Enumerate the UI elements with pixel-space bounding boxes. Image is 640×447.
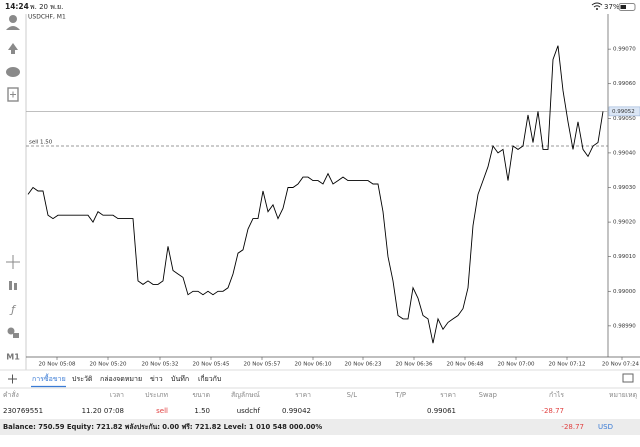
y-tick-label: 0.99070 [613,47,636,53]
x-tick-label: 20 Nov 05:08 [38,362,76,368]
cell: -28.77 [541,407,564,415]
order-label: sell 1.50 [29,139,53,145]
trade-icon[interactable] [8,43,18,54]
indicator-icon[interactable]: ƒ [9,303,17,316]
tab[interactable]: ข่าว [150,375,163,383]
status-time: 14:24 [5,2,29,11]
x-tick-label: 20 Nov 07:12 [548,362,585,368]
column-header: กำไร [549,391,564,399]
wifi-dot [596,8,598,10]
wifi-icon [591,2,603,8]
y-tick-label: 0.99030 [613,185,636,191]
tab[interactable]: เกี่ยวกับ [198,374,221,383]
total-profit: -28.77 [561,423,584,431]
column-header: เวลา [110,391,124,399]
footer-bar [0,419,640,435]
column-header: ประเภท [145,391,168,399]
battery-icon [618,3,636,11]
cell: usdchf [237,407,261,415]
x-tick-label: 20 Nov 07:00 [497,362,535,368]
table: คำสั่ง เวลา ประเภท ขนาด สัญลักษณ์ ราคา S/L T/P ร… [0,390,640,418]
column-header: S/L [347,391,358,399]
y-tick-label: 0.99040 [613,150,636,156]
status-date: พ. 20 พ.ย. [30,3,63,11]
x-tick-label: 20 Nov 05:57 [243,362,281,368]
cell: 11.20 07:08 [82,407,124,415]
chat-icon[interactable] [6,67,20,77]
x-tick-label: 20 Nov 06:36 [395,362,433,368]
column-header: หมายเหตุ [609,391,637,399]
objects-icon-2 [13,333,19,338]
chart-title: USDCHF, M1 [28,14,66,21]
x-tick-label: 20 Nov 05:20 [89,362,127,368]
candles-icon-2 [14,283,17,290]
account-summary: Balance: 750.59 Equity: 721.82 พลังประกั… [3,423,322,431]
tab[interactable]: กล่องจดหมาย [100,375,142,383]
layout-button[interactable] [622,373,634,383]
candles-icon[interactable] [9,281,12,290]
price-label: 0.99052 [612,109,635,115]
tabs: การซื้อขาย ประวัติ กล่องจดหมาย ข่าว บันทึก เก… [31,372,221,388]
x-tick-label: 20 Nov 06:23 [344,362,382,368]
account-icon-body [6,26,20,30]
column-header: คำสั่ง [3,390,19,399]
table-row [0,403,640,418]
x-tick-label: 20 Nov 07:24 [602,362,640,368]
timeframe[interactable]: M1 [6,353,20,362]
crosshair-icon[interactable] [6,255,20,269]
plot: 0.99070 0.99060 0.99050 0.99040 0.99030 0.990… [26,45,640,368]
price-line-series [27,45,604,344]
price-box [608,106,640,117]
tab[interactable]: บันทึก [171,374,189,383]
column-header: สัญลักษณ์ [231,391,261,399]
x-tick-label: 20 Nov 05:32 [141,362,178,368]
column-header: Swap [479,391,497,399]
add-button[interactable] [8,374,17,384]
new-order-plus [10,91,16,98]
y-tick-label: 0.98990 [613,323,636,329]
cell: 0.99061 [427,407,456,415]
y-tick-label: 0.99010 [613,254,636,260]
new-order-icon[interactable] [7,87,19,102]
x-tick-label: 20 Nov 06:48 [446,362,484,368]
objects-icon[interactable] [7,327,15,335]
account-icon[interactable] [9,15,17,23]
tab[interactable]: ประวัติ [72,375,93,383]
column-header: ขนาด [192,391,210,399]
x-tick-label: 20 Nov 06:10 [294,362,332,368]
currency: USD [598,423,613,431]
battery-level: 37% [604,3,620,11]
cell: 230769551 [3,407,43,415]
column-header: T/P [394,391,406,399]
battery-fill [620,5,626,9]
column-header: ราคา [295,391,311,399]
cell: 1.50 [194,407,210,415]
y-tick-label: 0.99000 [613,289,636,295]
y-tick-label: 0.99050 [613,116,636,122]
y-tick-label: 0.99060 [613,81,636,87]
left-toolbar: ƒ M1 [6,15,20,362]
cell: sell [156,407,168,415]
cell: 0.99042 [282,407,311,415]
tab[interactable]: การซื้อขาย [32,372,66,383]
y-tick-label: 0.99020 [613,220,636,226]
column-header: ราคา [440,391,456,399]
x-tick-label: 20 Nov 05:45 [192,362,230,368]
